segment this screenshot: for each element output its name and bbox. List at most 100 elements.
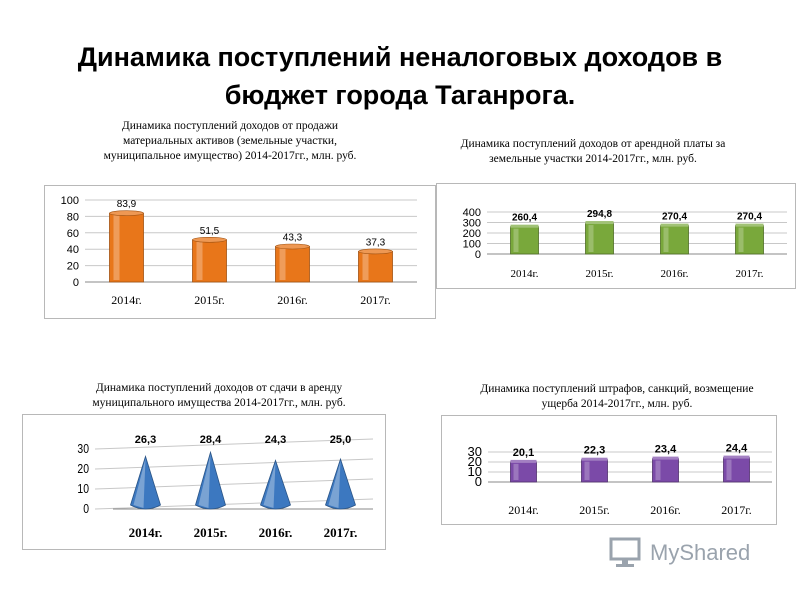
chart-3-data-label: 26,3	[135, 434, 156, 446]
chart-1-ytick-label: 80	[67, 211, 79, 223]
chart-2-bar-top	[585, 221, 614, 225]
chart-2-category-label: 2015г.	[585, 268, 613, 280]
chart-3-category-label: 2017г.	[324, 525, 358, 540]
chart-1-ytick-label: 20	[67, 261, 79, 273]
chart-4-category-label: 2015г.	[579, 503, 610, 517]
chart-3-category-label: 2016г.	[259, 525, 293, 540]
chart-1-ytick-label: 0	[73, 277, 79, 289]
chart-4-data-label: 23,4	[655, 444, 677, 456]
chart-2-data-label: 260,4	[512, 213, 537, 224]
chart-4-bar-highlight	[584, 461, 590, 480]
chart-3-bar-highlight	[198, 454, 211, 508]
watermark-text: MyShared	[650, 540, 751, 565]
chart-3-category-label: 2014г.	[129, 525, 163, 540]
chart-3-data-label: 24,3	[265, 434, 286, 446]
chart-4-category-label: 2016г.	[650, 503, 681, 517]
chart-1-svg: 0 20 40 60 80 100 83,9 2014г. 51,5 2015г. 43,3 2016…	[61, 195, 417, 307]
chart-1-bar-highlight	[362, 253, 369, 280]
chart-2-caption-line-1: Динамика поступлений доходов от арендной…	[460, 138, 726, 150]
chart-2-ytick-label: 400	[463, 207, 481, 219]
chart-2-ytick-label: 0	[475, 249, 481, 261]
watermark-logo: MyShared	[608, 536, 778, 570]
chart-2-category-label: 2016г.	[660, 268, 688, 280]
slide-title: Динамика поступлений неналоговых доходов…	[40, 38, 760, 114]
chart-4-data-label: 20,1	[513, 447, 534, 459]
chart-3-bar-highlight	[263, 462, 276, 508]
chart-1-bar-top	[275, 243, 310, 250]
chart-1-caption: Динамика поступлений доходов от продажи …	[60, 119, 400, 164]
chart-4-caption: Динамика поступлений штрафов, санкций, в…	[447, 382, 787, 412]
chart-3-ytick-label: 30	[77, 442, 89, 456]
chart-2-ytick-label: 200	[463, 228, 481, 240]
chart-4-data-label: 22,3	[584, 445, 605, 457]
slide-title-line-1: Динамика поступлений неналоговых доходов…	[77, 42, 723, 72]
chart-1-category-label: 2017г.	[360, 293, 391, 307]
chart-1-data-label: 51,5	[200, 226, 220, 237]
chart-2-bar-top	[660, 223, 689, 227]
chart-2-data-label: 270,4	[737, 212, 762, 223]
chart-1-category-label: 2015г.	[194, 293, 225, 307]
chart-1-ytick-label: 60	[67, 228, 79, 240]
chart-3-caption-line-2: муниципального имущества 2014-2017гг., м…	[92, 397, 346, 409]
chart-4-ytick-label: 0	[475, 474, 482, 489]
chart-2-bar-top	[735, 223, 764, 227]
chart-4-data-label: 24,4	[726, 443, 748, 455]
chart-4-bar-top	[510, 459, 537, 463]
chart-1-panel: 0 20 40 60 80 100 83,9 2014г. 51,5 2015г. 43,3 2016…	[44, 185, 436, 319]
chart-3-data-label: 25,0	[330, 434, 351, 446]
chart-1-caption-line-2: материальных активов (земельные участки,	[123, 135, 337, 147]
chart-2-bar-highlight	[738, 227, 744, 252]
chart-2-caption: Динамика поступлений доходов от арендной…	[428, 137, 758, 167]
slide-title-line-2: бюджет города Таганрога.	[224, 80, 576, 110]
chart-2-panel: 0 100 200 300 400 260,4 2014г. 294,8 2015г. 270,4…	[436, 183, 796, 289]
chart-4-bar-top	[581, 457, 608, 461]
chart-1-data-label: 37,3	[366, 237, 386, 248]
chart-3-caption: Динамика поступлений доходов от сдачи в …	[54, 381, 384, 411]
chart-3-panel: 0 10 20 30 26,3 2014г. 28,4 2015г. 24,3 2016г. 25,…	[22, 414, 386, 550]
chart-3-bar-highlight	[328, 461, 341, 508]
chart-1-caption-line-1: Динамика поступлений доходов от продажи	[121, 120, 339, 132]
chart-2-bar-highlight	[588, 225, 594, 252]
chart-4-caption-line-2: ущерба 2014-2017гг., млн. руб.	[541, 398, 693, 410]
chart-2-category-label: 2014г.	[510, 268, 538, 280]
chart-3-data-label: 28,4	[200, 434, 222, 446]
chart-2-category-label: 2017г.	[735, 268, 763, 280]
chart-4-bar-highlight	[655, 460, 661, 480]
chart-2-data-label: 294,8	[587, 209, 612, 220]
chart-1-caption-line-3: муниципальное имущество) 2014-2017гг., м…	[103, 150, 357, 162]
chart-1-data-label: 43,3	[283, 232, 303, 243]
chart-1-category-label: 2014г.	[111, 293, 142, 307]
chart-4-bar-top	[652, 456, 679, 460]
chart-1-ytick-label: 100	[61, 195, 79, 207]
chart-2-caption-line-2: земельные участки 2014-2017гг., млн. руб…	[489, 153, 697, 165]
chart-4-ytick-label: 30	[468, 444, 482, 459]
chart-3-gridline	[94, 438, 374, 450]
chart-1-bar-top	[109, 210, 144, 217]
chart-1-category-label: 2016г.	[277, 293, 308, 307]
chart-3-gridline	[94, 458, 374, 470]
chart-4-category-label: 2014г.	[508, 503, 539, 517]
chart-1-bar-highlight	[196, 241, 203, 280]
chart-4-category-label: 2017г.	[721, 503, 752, 517]
chart-3-bar-highlight	[133, 458, 146, 508]
chart-1-bar-highlight	[113, 215, 120, 280]
chart-4-bar-highlight	[513, 463, 519, 480]
chart-1-data-label: 83,9	[117, 199, 137, 210]
chart-4-bar-top	[723, 455, 750, 459]
chart-4-bar-highlight	[726, 459, 732, 480]
chart-1-ytick-label: 40	[67, 244, 79, 256]
chart-3-ytick-label: 20	[77, 462, 89, 476]
chart-4-caption-line-1: Динамика поступлений штрафов, санкций, в…	[480, 383, 754, 395]
chart-4-ytick-label: 10	[468, 464, 482, 479]
chart-2-ytick-label: 100	[463, 239, 481, 251]
chart-2-data-label: 270,4	[662, 212, 687, 223]
chart-3-svg: 0 10 20 30 26,3 2014г. 28,4 2015г. 24,3 2016г. 25,…	[77, 434, 374, 540]
chart-1-bar-top	[358, 248, 393, 255]
chart-3-ytick-label: 0	[83, 502, 89, 516]
chart-2-ytick-label: 300	[463, 218, 481, 230]
chart-2-bar-highlight	[513, 228, 519, 252]
chart-4-panel: 0 10 20 30 20,1 2014г. 22,3 2015г. 23,4 2016г. 24,…	[441, 415, 777, 525]
chart-3-category-label: 2015г.	[194, 525, 228, 540]
